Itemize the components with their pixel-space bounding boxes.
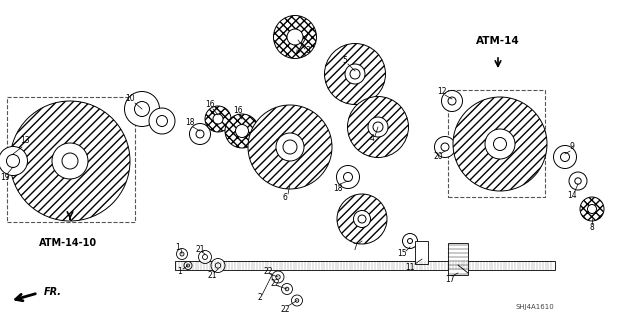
Circle shape [276,275,280,279]
Circle shape [10,101,130,221]
Circle shape [125,92,159,127]
Bar [7,97,135,222]
Bar [415,241,429,263]
Circle shape [554,145,577,168]
Circle shape [0,146,28,175]
Bar [175,261,555,270]
Circle shape [273,16,317,58]
Circle shape [580,197,604,221]
Text: ATM-14: ATM-14 [476,36,520,46]
Circle shape [213,114,223,124]
Circle shape [215,263,221,268]
Text: 22: 22 [270,278,280,287]
Circle shape [353,211,371,227]
Text: SHJ4A1610: SHJ4A1610 [516,304,554,310]
Text: 21: 21 [195,244,205,254]
Circle shape [337,194,387,244]
Circle shape [442,91,463,112]
Circle shape [285,287,289,291]
Text: 19: 19 [0,173,10,182]
Circle shape [368,117,388,137]
Circle shape [493,137,506,151]
Text: 5: 5 [342,56,348,65]
Text: 12: 12 [437,86,447,95]
Bar [448,243,468,275]
Circle shape [6,154,19,167]
Text: 22: 22 [263,266,273,276]
Bar [448,90,545,197]
Text: 7: 7 [353,242,357,251]
Circle shape [196,130,204,138]
Text: 18: 18 [333,184,343,194]
Circle shape [236,124,248,137]
Circle shape [282,284,292,294]
Circle shape [575,178,581,184]
Text: 22: 22 [280,305,290,314]
Text: 18: 18 [185,118,195,128]
Circle shape [435,137,456,158]
Circle shape [186,264,189,267]
Text: ATM-14-10: ATM-14-10 [39,238,97,248]
Text: 16: 16 [233,107,243,115]
Circle shape [485,129,515,159]
Circle shape [561,152,570,161]
Circle shape [248,105,332,189]
Circle shape [453,97,547,191]
Text: 20: 20 [433,152,443,161]
Circle shape [177,249,188,259]
Circle shape [295,299,299,302]
Text: 17: 17 [445,275,455,284]
Text: 8: 8 [589,222,595,232]
Text: 15: 15 [397,249,407,258]
Circle shape [157,115,168,127]
Text: 3: 3 [305,47,310,56]
Circle shape [184,262,192,270]
Circle shape [276,133,304,161]
Text: 9: 9 [570,143,575,152]
Text: 6: 6 [283,192,287,202]
Circle shape [211,258,225,272]
Circle shape [358,215,366,223]
Text: 16: 16 [205,100,215,109]
Circle shape [149,108,175,134]
Circle shape [408,239,413,243]
Text: 4: 4 [369,135,374,144]
Text: 13: 13 [20,137,30,145]
Circle shape [198,250,211,263]
Circle shape [441,143,449,151]
Text: 21: 21 [207,271,217,280]
Circle shape [348,97,408,158]
Text: 1: 1 [175,242,180,251]
Circle shape [287,29,303,45]
Circle shape [62,153,78,169]
Circle shape [202,255,207,259]
Circle shape [52,143,88,179]
Circle shape [403,234,417,249]
Circle shape [588,204,596,213]
Circle shape [337,166,360,189]
Circle shape [205,106,231,132]
Text: 11: 11 [405,263,415,271]
Circle shape [291,295,303,306]
Circle shape [225,114,259,148]
Circle shape [569,172,587,190]
Circle shape [350,69,360,79]
Text: FR.: FR. [44,287,62,297]
Circle shape [134,101,150,116]
Text: 10: 10 [125,94,135,103]
Circle shape [344,173,353,182]
Circle shape [272,271,284,283]
Circle shape [180,252,184,256]
Text: 1: 1 [178,266,182,276]
Circle shape [448,97,456,105]
Circle shape [324,43,385,105]
Circle shape [373,122,383,132]
Circle shape [345,64,365,84]
Circle shape [189,123,211,145]
Text: 2: 2 [258,293,262,301]
Circle shape [283,140,297,154]
Text: 14: 14 [567,190,577,199]
